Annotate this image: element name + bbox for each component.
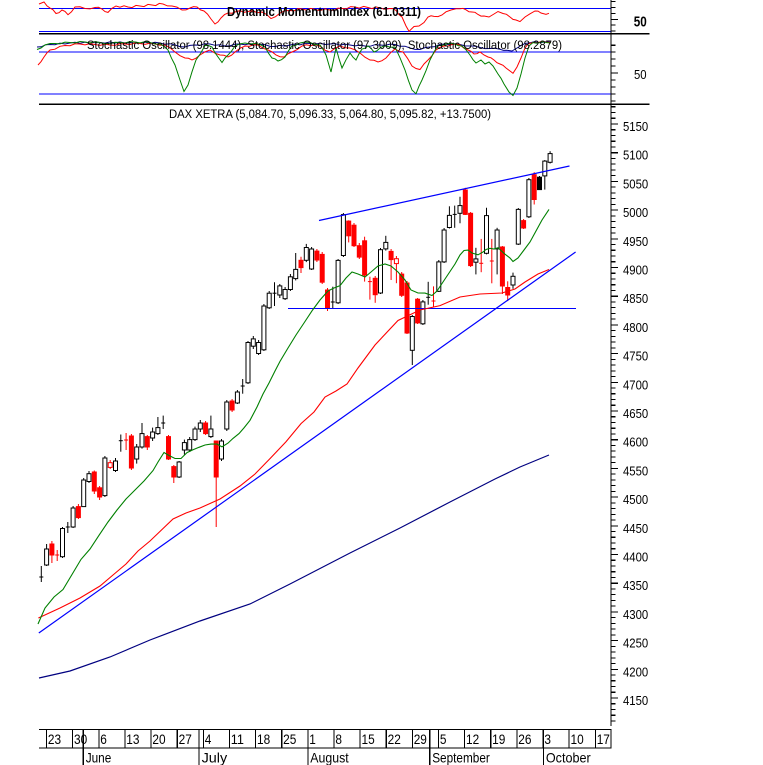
svg-text:5100: 5100 <box>623 148 648 163</box>
svg-text:4650: 4650 <box>623 406 648 421</box>
svg-text:August: August <box>310 749 348 765</box>
svg-text:June: June <box>86 749 112 765</box>
svg-text:50: 50 <box>634 14 647 30</box>
svg-text:27: 27 <box>179 731 192 747</box>
svg-text:13: 13 <box>126 731 139 747</box>
svg-text:5150: 5150 <box>623 119 648 134</box>
svg-text:4300: 4300 <box>623 607 648 622</box>
svg-text:8: 8 <box>335 731 342 747</box>
svg-text:11: 11 <box>231 731 244 747</box>
svg-text:26: 26 <box>518 731 531 747</box>
svg-text:4850: 4850 <box>623 291 648 306</box>
svg-text:5: 5 <box>440 731 447 747</box>
svg-text:4: 4 <box>205 731 212 747</box>
svg-text:4450: 4450 <box>623 521 648 536</box>
svg-text:4800: 4800 <box>623 320 648 335</box>
svg-text:4900: 4900 <box>623 263 648 278</box>
svg-text:Dynamic MomentumIndex (61.0311: Dynamic MomentumIndex (61.0311) <box>227 5 421 19</box>
svg-text:Stochastic Oscillator (98.1444: Stochastic Oscillator (98.1444), Stochas… <box>87 38 562 52</box>
svg-text:4350: 4350 <box>623 578 648 593</box>
svg-text:July: July <box>202 749 228 765</box>
svg-text:4200: 4200 <box>623 664 648 679</box>
svg-text:22: 22 <box>388 731 401 747</box>
svg-text:25: 25 <box>283 731 296 747</box>
svg-text:6: 6 <box>100 731 107 747</box>
svg-text:4250: 4250 <box>623 636 648 651</box>
svg-text:30: 30 <box>74 731 87 747</box>
svg-text:3: 3 <box>544 731 551 747</box>
svg-text:5000: 5000 <box>623 205 648 220</box>
svg-text:5050: 5050 <box>623 176 648 191</box>
svg-text:12: 12 <box>466 731 479 747</box>
svg-text:23: 23 <box>48 731 61 747</box>
svg-text:4400: 4400 <box>623 550 648 565</box>
svg-text:19: 19 <box>492 731 505 747</box>
svg-text:29: 29 <box>414 731 427 747</box>
svg-text:DAX XETRA (5,084.70, 5,096.33,: DAX XETRA (5,084.70, 5,096.33, 5,064.80,… <box>169 107 491 121</box>
svg-text:18: 18 <box>257 731 270 747</box>
svg-text:4550: 4550 <box>623 463 648 478</box>
svg-text:4150: 4150 <box>623 693 648 708</box>
svg-text:1: 1 <box>309 731 316 747</box>
svg-text:4950: 4950 <box>623 234 648 249</box>
svg-text:15: 15 <box>362 731 375 747</box>
svg-text:17: 17 <box>597 731 610 747</box>
svg-text:4600: 4600 <box>623 435 648 450</box>
svg-text:4700: 4700 <box>623 377 648 392</box>
svg-text:10: 10 <box>571 731 584 747</box>
svg-text:September: September <box>432 749 490 765</box>
svg-text:4750: 4750 <box>623 349 648 364</box>
svg-text:20: 20 <box>152 731 165 747</box>
svg-text:50: 50 <box>634 67 647 82</box>
svg-text:October: October <box>546 749 591 765</box>
svg-text:4500: 4500 <box>623 492 648 507</box>
